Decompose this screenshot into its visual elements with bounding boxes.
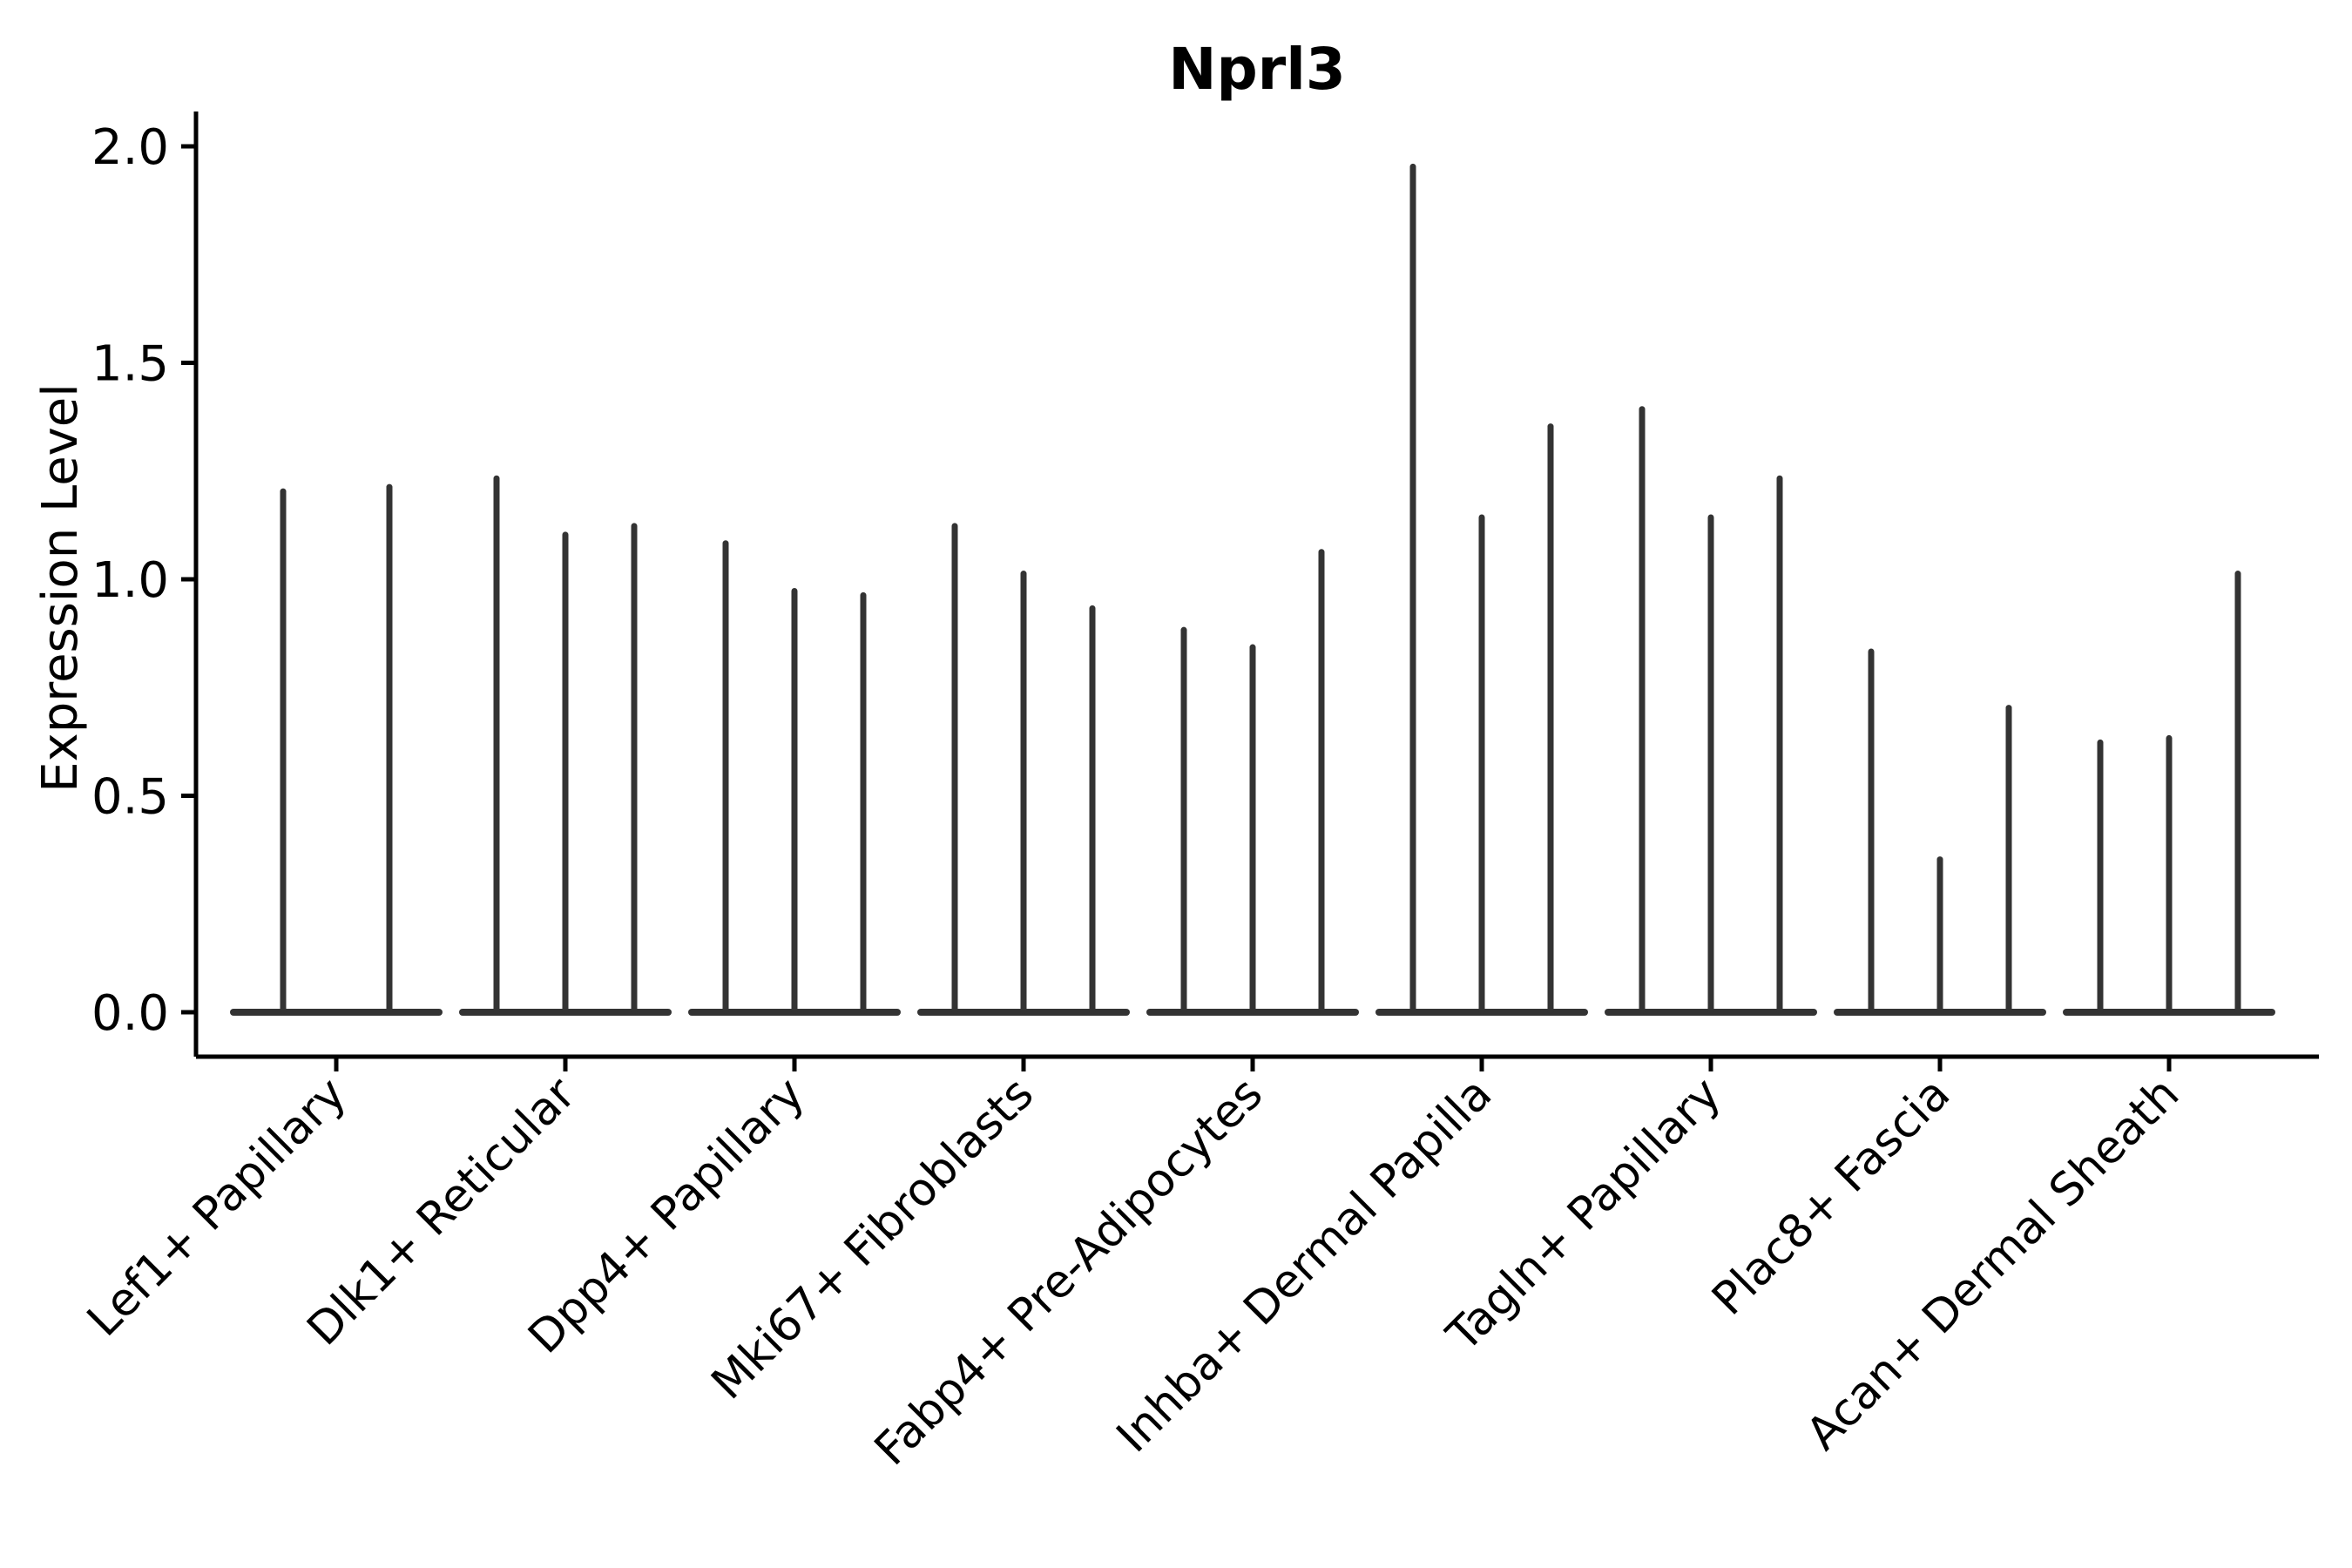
violin-spike — [1936, 856, 1943, 1014]
violin-group-plac8-fascia — [1834, 648, 2046, 1016]
x-tick-label-plac8-fascia: Plac8+ Fascia — [1702, 1068, 1960, 1326]
violin-spike — [562, 531, 569, 1014]
violin-group-mki67-fibroblasts — [917, 523, 1130, 1016]
violin-spike — [1318, 549, 1325, 1014]
violin-spike — [1409, 163, 1416, 1014]
violin-spike — [1547, 423, 1554, 1015]
violin-spike — [1020, 571, 1027, 1014]
violin-series — [230, 163, 2275, 1016]
violin-spike — [2234, 571, 2241, 1014]
violin-spike — [860, 591, 867, 1014]
violin-group-dpp4-papillary — [688, 540, 901, 1016]
violin-spike — [1776, 475, 1783, 1014]
y-axis-label: Expression Level — [32, 383, 89, 793]
y-tick-label: 2.0 — [91, 119, 169, 176]
violin-spike — [791, 587, 798, 1014]
y-tick-label: 1.0 — [91, 552, 169, 609]
y-tick-label: 0.0 — [91, 985, 169, 1042]
x-tick-label-inhba-dermal-papilla: Inhba+ Dermal Papilla — [1107, 1068, 1502, 1463]
violin-baseline — [230, 1009, 443, 1016]
violin-spike — [493, 475, 500, 1014]
violin-spike — [631, 523, 638, 1014]
violin-spike — [1639, 406, 1646, 1014]
violin-group-fabp4-pre-adipocytes — [1146, 549, 1359, 1016]
violin-spike — [1707, 514, 1714, 1014]
x-tick-label-fabp4-pre-adipocytes: Fabp4+ Pre-Adipocytes — [865, 1068, 1273, 1476]
violin-spike — [1249, 644, 1256, 1014]
violin-spike — [2005, 705, 2012, 1014]
violin-spike — [1089, 605, 1096, 1014]
violin-group-inhba-dermal-papilla — [1375, 163, 1588, 1016]
violin-group-tagln-papillary — [1605, 406, 1817, 1016]
y-axis-ticks: 0.0 0.5 1.0 1.5 2.0 — [91, 119, 196, 1042]
violin-spike — [1478, 514, 1485, 1014]
violin-spike — [386, 483, 393, 1014]
x-tick-label-acan-dermal-sheath: Acan+ Dermal Sheath — [1797, 1068, 2190, 1461]
y-tick-label: 0.5 — [91, 769, 169, 826]
chart-title: Nprl3 — [1168, 36, 1346, 103]
violin-spike — [2097, 739, 2104, 1014]
violin-spike — [722, 540, 729, 1014]
violin-spike — [951, 523, 958, 1014]
violin-group-lef1-papillary — [230, 483, 443, 1016]
violin-group-dlk1-reticular — [459, 475, 672, 1016]
violin-spike — [1868, 648, 1875, 1014]
violin-spike — [2166, 734, 2173, 1014]
violin-group-acan-dermal-sheath — [2063, 571, 2275, 1016]
violin-spike — [280, 488, 287, 1014]
violin-spike — [1180, 626, 1187, 1014]
y-tick-label: 1.5 — [91, 336, 169, 393]
